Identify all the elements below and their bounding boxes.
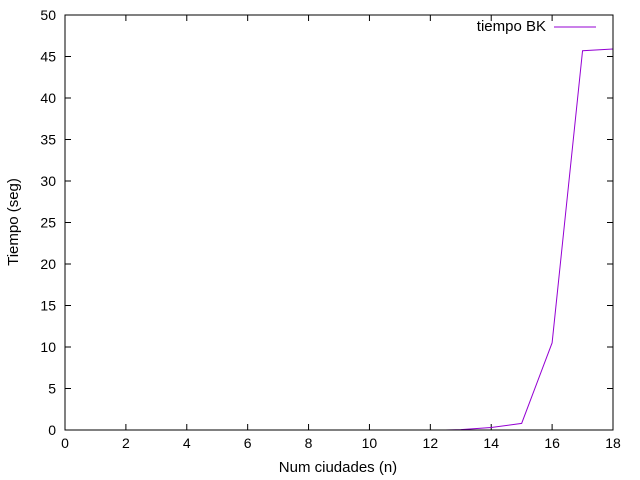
y-tick-label: 0 [48, 422, 56, 438]
y-tick-label: 20 [40, 256, 56, 272]
legend-label: tiempo BK [477, 18, 546, 35]
x-tick-label: 10 [362, 435, 378, 451]
y-tick-label: 30 [40, 173, 56, 189]
y-tick-label: 35 [40, 132, 56, 148]
y-tick-label: 10 [40, 339, 56, 355]
y-tick-label: 15 [40, 298, 56, 314]
legend: tiempo BK [477, 18, 596, 35]
x-tick-label: 6 [244, 435, 252, 451]
x-axis-ticks: 0 2 4 6 8 10 12 14 16 18 [61, 15, 621, 451]
x-tick-label: 18 [605, 435, 621, 451]
x-tick-label: 12 [423, 435, 439, 451]
x-tick-label: 14 [483, 435, 499, 451]
y-tick-label: 25 [40, 215, 56, 231]
y-tick-label: 45 [40, 49, 56, 65]
plot-frame [64, 14, 614, 431]
x-tick-label: 4 [183, 435, 191, 451]
y-tick-label: 50 [40, 7, 56, 23]
y-tick-label: 5 [48, 381, 56, 397]
x-tick-label: 0 [61, 435, 69, 451]
x-tick-label: 16 [544, 435, 560, 451]
y-tick-label: 40 [40, 90, 56, 106]
x-axis-title: Num ciudades (n) [279, 459, 397, 476]
y-axis-title: Tiempo (seg) [5, 178, 22, 266]
x-tick-label: 8 [305, 435, 313, 451]
x-tick-label: 2 [122, 435, 130, 451]
y-axis-ticks: 0 5 10 15 20 25 30 35 40 45 50 [40, 7, 613, 438]
